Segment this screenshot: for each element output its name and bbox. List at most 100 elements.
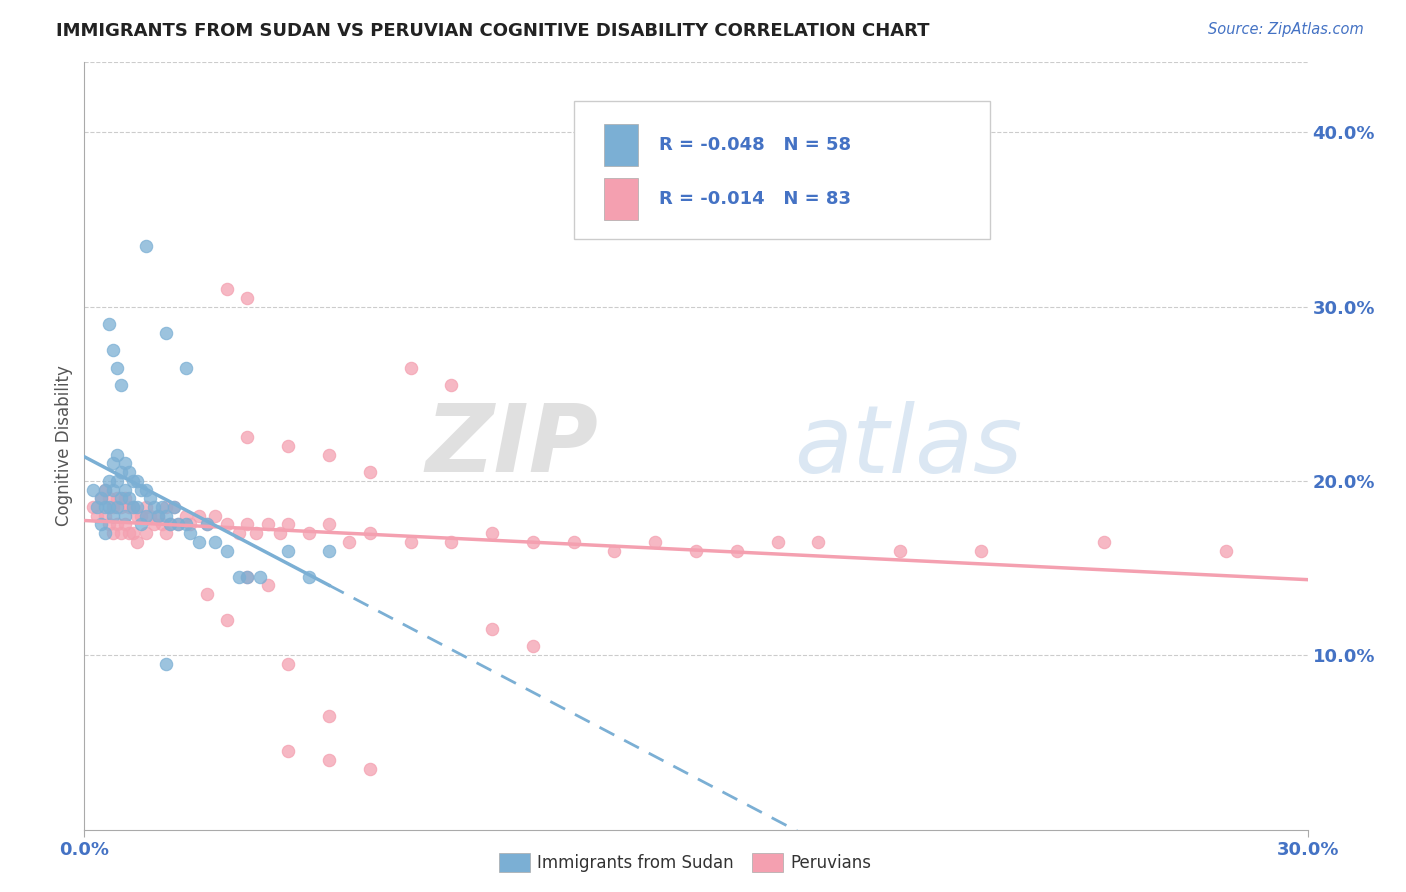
Point: [118, 491, 141, 506]
Point: [1215, 543, 1237, 558]
Point: [277, 744, 299, 758]
Point: [114, 491, 136, 506]
Point: [138, 508, 160, 523]
Point: [889, 543, 911, 558]
Point: [135, 526, 157, 541]
Point: [97, 517, 120, 532]
Point: [174, 508, 197, 523]
Point: [90, 491, 112, 506]
Point: [90, 491, 112, 506]
Point: [150, 500, 173, 514]
Point: [142, 517, 165, 532]
Point: [105, 474, 128, 488]
Point: [399, 360, 422, 375]
Point: [603, 543, 626, 558]
Point: [269, 526, 291, 541]
Point: [101, 508, 124, 523]
Point: [142, 500, 165, 514]
Point: [110, 500, 132, 514]
Point: [236, 570, 259, 584]
Point: [318, 543, 340, 558]
Point: [298, 526, 321, 541]
Point: [127, 508, 149, 523]
Point: [114, 508, 136, 523]
Text: ZIP: ZIP: [425, 400, 598, 492]
Bar: [605, 124, 638, 166]
Point: [135, 238, 157, 252]
Point: [118, 526, 141, 541]
Point: [249, 570, 271, 584]
Point: [195, 517, 218, 532]
Point: [135, 483, 157, 497]
Point: [146, 508, 169, 523]
Point: [187, 508, 209, 523]
Point: [766, 534, 789, 549]
Point: [562, 534, 585, 549]
Point: [101, 500, 124, 514]
Point: [93, 483, 115, 497]
Point: [359, 526, 381, 541]
Point: [82, 483, 104, 497]
Point: [179, 517, 201, 532]
Text: Peruvians: Peruvians: [790, 854, 872, 871]
Point: [277, 543, 299, 558]
Point: [685, 543, 707, 558]
Point: [217, 613, 239, 627]
Point: [127, 500, 149, 514]
Text: atlas: atlas: [794, 401, 1022, 491]
Point: [725, 543, 748, 558]
Point: [131, 517, 153, 532]
Point: [277, 657, 299, 671]
Point: [82, 500, 104, 514]
Point: [105, 360, 128, 375]
Point: [122, 474, 145, 488]
Point: [86, 508, 108, 523]
Point: [155, 508, 177, 523]
Point: [318, 448, 340, 462]
Point: [105, 448, 128, 462]
Point: [114, 457, 136, 471]
Point: [174, 517, 197, 532]
Point: [155, 657, 177, 671]
Point: [174, 360, 197, 375]
Point: [399, 534, 422, 549]
Point: [97, 500, 120, 514]
Point: [318, 517, 340, 532]
Point: [217, 517, 239, 532]
Point: [167, 517, 190, 532]
Point: [440, 378, 463, 392]
Point: [277, 517, 299, 532]
Point: [159, 517, 181, 532]
Point: [110, 491, 132, 506]
Point: [118, 465, 141, 479]
Point: [135, 500, 157, 514]
Point: [1092, 534, 1115, 549]
Point: [187, 534, 209, 549]
Point: [93, 508, 115, 523]
Point: [150, 517, 173, 532]
Point: [644, 534, 666, 549]
Point: [970, 543, 993, 558]
Y-axis label: Cognitive Disability: Cognitive Disability: [55, 366, 73, 526]
Point: [105, 500, 128, 514]
Point: [110, 526, 132, 541]
Point: [195, 587, 218, 601]
Text: R = -0.048   N = 58: R = -0.048 N = 58: [659, 136, 852, 154]
Text: R = -0.014   N = 83: R = -0.014 N = 83: [659, 190, 851, 208]
Point: [131, 508, 153, 523]
Point: [105, 491, 128, 506]
Point: [236, 517, 259, 532]
Point: [105, 517, 128, 532]
Point: [228, 570, 250, 584]
Point: [245, 526, 267, 541]
Point: [155, 326, 177, 340]
Point: [122, 500, 145, 514]
Text: Source: ZipAtlas.com: Source: ZipAtlas.com: [1208, 22, 1364, 37]
Point: [204, 508, 226, 523]
Point: [195, 517, 218, 532]
Point: [163, 500, 186, 514]
Point: [359, 762, 381, 776]
Point: [440, 534, 463, 549]
Bar: [605, 178, 638, 219]
Point: [236, 570, 259, 584]
